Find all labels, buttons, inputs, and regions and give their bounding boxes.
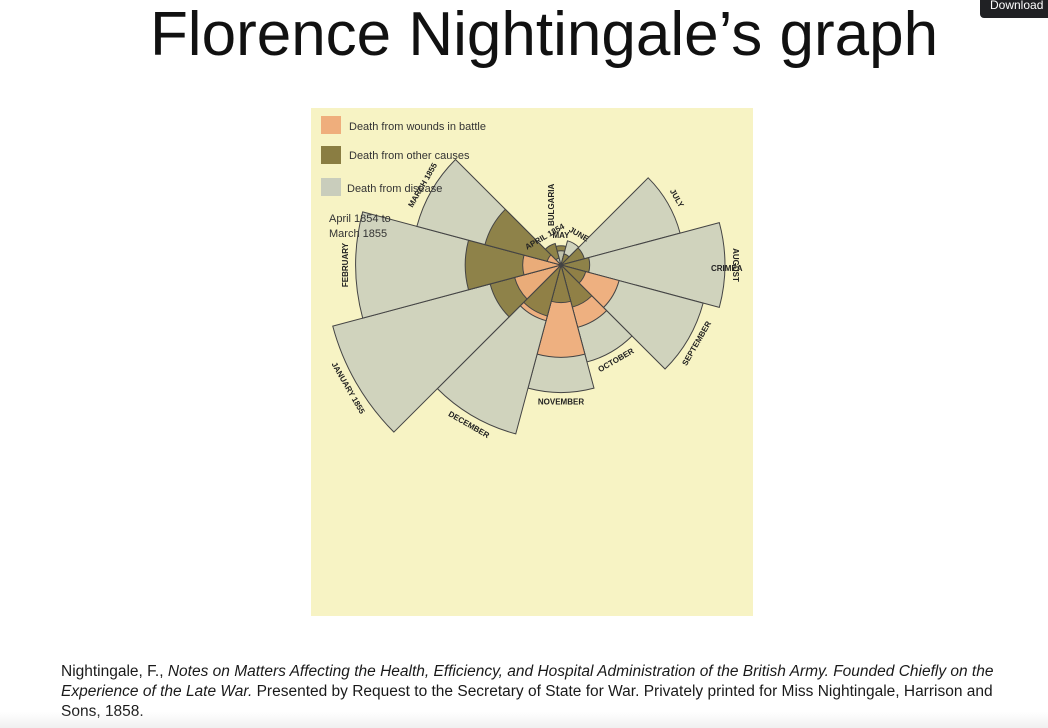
- rose-diagram: APRIL 1854MAYJUNEJULYAUGUSTSEPTEMBEROCTO…: [321, 116, 743, 440]
- rose-diagram-image: APRIL 1854 MAY JUNE JULY AUGUST SEPTEMBER OCTO…: [311, 108, 753, 616]
- citation-title: Notes on Matters Affecting the Health, E…: [61, 663, 994, 700]
- wedge-march-1855-other: [484, 208, 563, 266]
- legend-label-disease: Death from disease: [347, 183, 442, 195]
- month-label-may: MAY: [552, 231, 570, 240]
- legend-swatch-disease: [321, 178, 341, 196]
- month-label-november: NOVEMBER: [538, 398, 584, 407]
- legend-swatch-wounds: [321, 116, 341, 134]
- month-label-february: FEBRUARY: [341, 242, 350, 287]
- month-label-august: AUGUST: [731, 248, 740, 282]
- citation-author: Nightingale, F.,: [61, 663, 168, 680]
- citation: Nightingale, F., Notes on Matters Affect…: [61, 662, 1031, 722]
- wedge-march-1855-wounds: [546, 254, 563, 266]
- legend: Death from wounds in battle Death from o…: [321, 116, 486, 240]
- wedge-february-disease: [355, 211, 563, 319]
- legend-label-wounds: Death from wounds in battle: [349, 121, 486, 133]
- period-line-1: April 1854 to: [329, 213, 391, 225]
- wedge-august-disease: [559, 221, 726, 309]
- slide-title: Florence Nightingale’s graph: [149, 0, 939, 69]
- annotation-bulgaria: BULGARIA: [547, 184, 556, 226]
- annotation-crimea: CRIMEA: [711, 264, 743, 273]
- legend-label-other: Death from other causes: [349, 150, 470, 162]
- month-label-july: JULY: [668, 187, 686, 209]
- rose-wedges: [332, 158, 726, 435]
- download-button[interactable]: Download: [980, 0, 1048, 18]
- period-line-2: March 1855: [329, 228, 387, 240]
- legend-swatch-other: [321, 146, 341, 164]
